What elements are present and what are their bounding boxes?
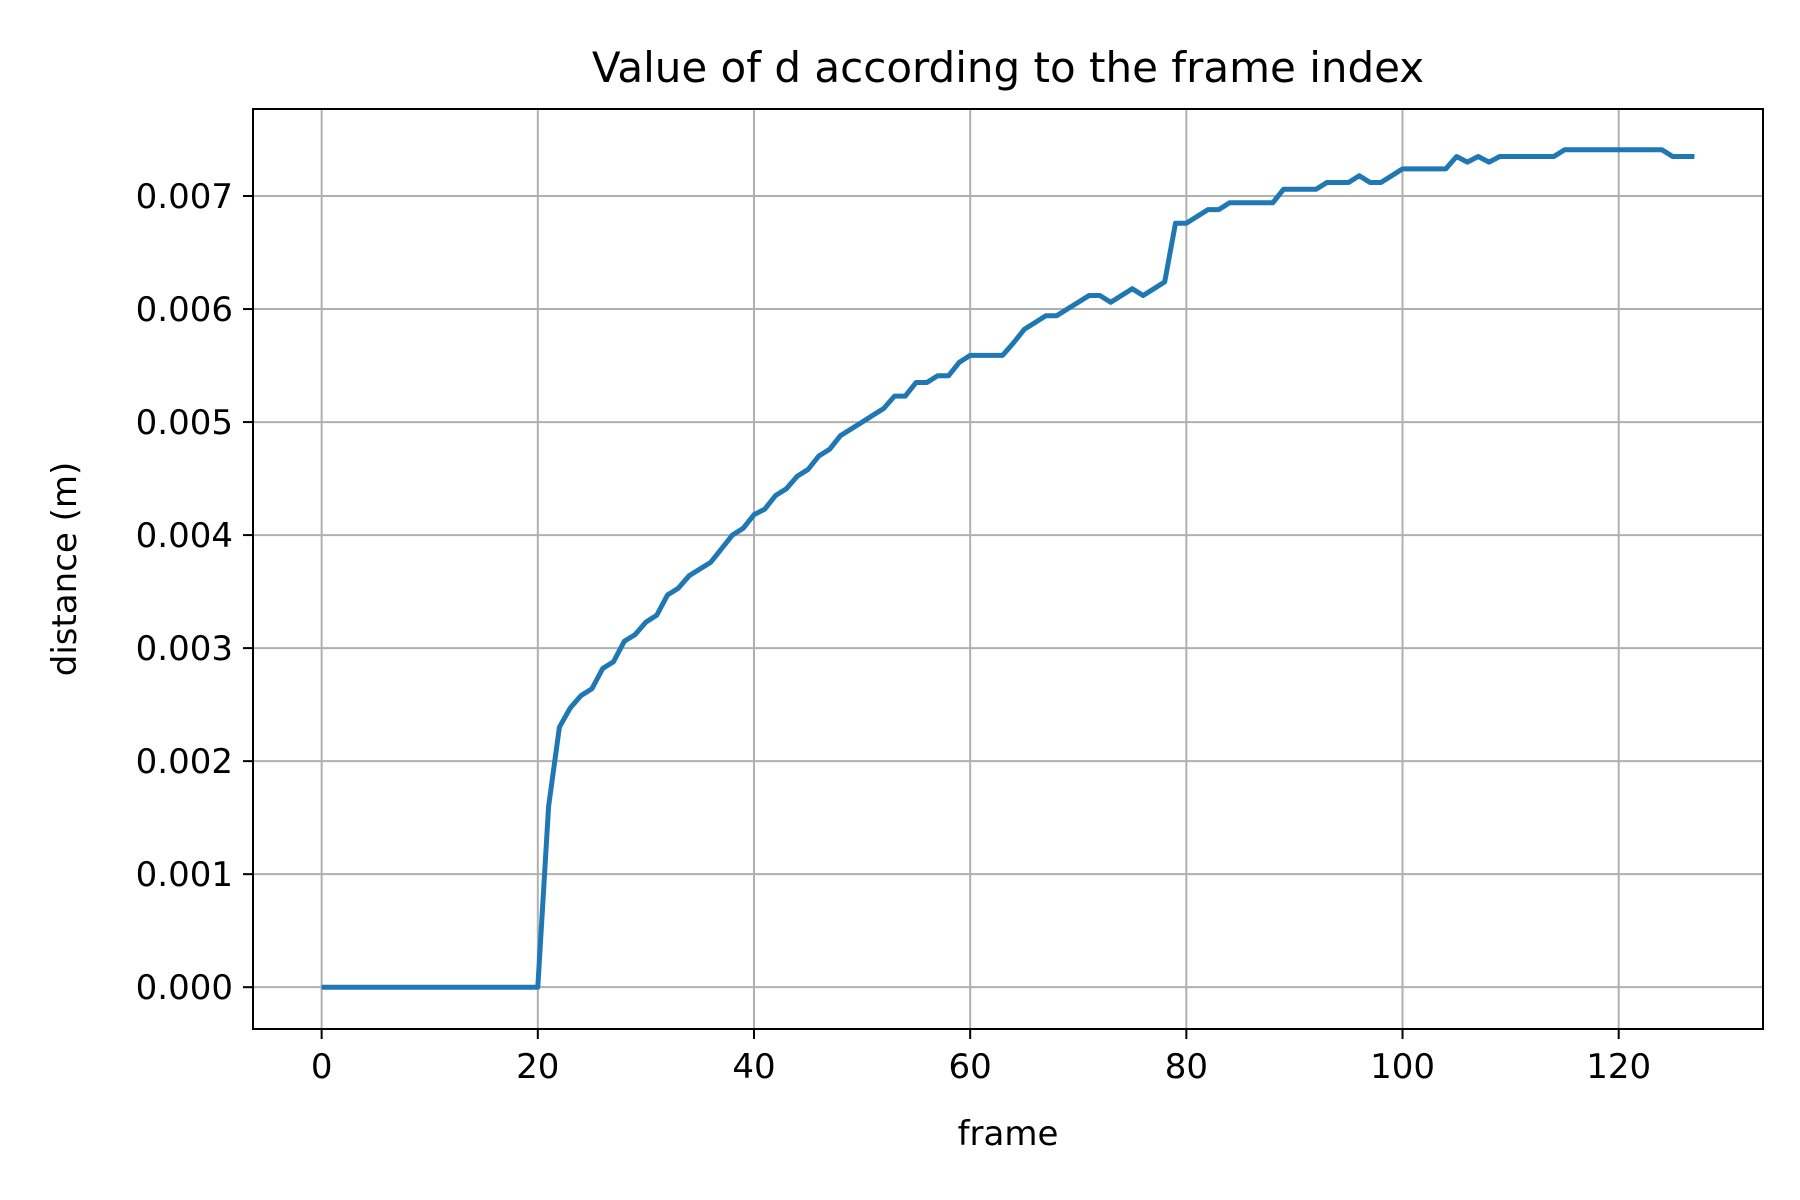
x-tick-label: 40 xyxy=(732,1047,775,1087)
x-tick-label: 80 xyxy=(1165,1047,1208,1087)
x-tick-label: 20 xyxy=(516,1047,559,1087)
x-tick-label: 60 xyxy=(949,1047,992,1087)
y-tick-label: 0.003 xyxy=(136,629,233,669)
x-axis-label: frame xyxy=(958,1114,1059,1154)
y-tick-label: 0.005 xyxy=(136,403,233,443)
grid xyxy=(253,109,1763,1029)
x-tick-label: 100 xyxy=(1370,1047,1435,1087)
y-tick-label: 0.006 xyxy=(136,290,233,330)
y-tick-label: 0.007 xyxy=(136,177,233,217)
y-tick-label: 0.001 xyxy=(136,855,233,895)
chart-title: Value of d according to the frame index xyxy=(592,43,1424,92)
plot-frame xyxy=(252,108,1764,1030)
y-axis-label: distance (m) xyxy=(45,462,85,677)
y-tick-label: 0.004 xyxy=(136,516,233,556)
axis-ticks: 0 20 40 60 80 100 120 0.000 0.001 0.002 0.003 0.004… xyxy=(136,177,1651,1087)
x-tick-label: 0 xyxy=(311,1047,333,1087)
series-line xyxy=(321,147,1695,990)
y-tick-label: 0.000 xyxy=(136,968,233,1008)
x-tick-label: 120 xyxy=(1586,1047,1651,1087)
y-tick-label: 0.002 xyxy=(136,742,233,782)
